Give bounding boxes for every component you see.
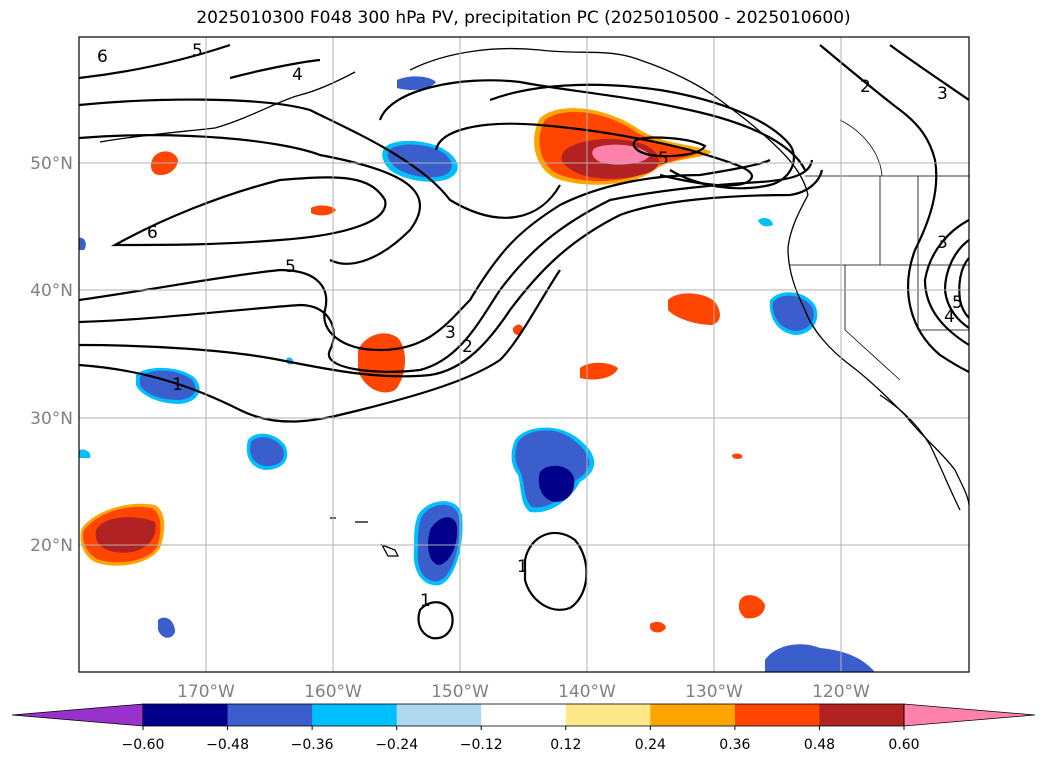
precip-pos-area: [650, 621, 666, 633]
precip-pos-area: [732, 453, 743, 459]
contour-label: 3: [937, 84, 948, 104]
map-title: 2025010300 F048 300 hPa PV, precipitatio…: [196, 8, 851, 28]
precip-pos-area: [95, 517, 156, 553]
precip-pos-area: [668, 293, 720, 325]
lon-labels: 170°W 160°W 150°W 140°W 130°W 120°W: [177, 682, 870, 702]
colorbar-tick-label: −0.48: [206, 737, 249, 753]
lon-label: 160°W: [304, 682, 362, 702]
contour-label: 5: [192, 41, 203, 61]
lon-label: 120°W: [812, 682, 870, 702]
precip-shading: [79, 76, 875, 672]
contour-label: 2: [860, 77, 871, 97]
contour-label: 3: [445, 323, 456, 343]
colorbar-tick-label: −0.36: [291, 737, 334, 753]
lat-label: 20°N: [30, 536, 73, 556]
colorbar-segment: [143, 704, 229, 726]
precip-neg-area: [772, 295, 814, 331]
contour-label: 5: [285, 257, 296, 277]
precip-pos-area: [358, 333, 406, 393]
contour-label: 6: [147, 223, 158, 243]
colorbar-tick-label: 0.36: [719, 737, 750, 753]
lat-label: 40°N: [30, 281, 73, 301]
gridlines: [79, 37, 969, 672]
contour-label: 1: [172, 375, 183, 395]
precip-neg-area: [250, 437, 284, 467]
lat-label: 30°N: [30, 409, 73, 429]
contour-label: 1: [517, 557, 528, 577]
colorbar-tick-label: −0.24: [375, 737, 418, 753]
precip-neg-area: [79, 449, 91, 458]
colorbar-segment: [481, 704, 567, 726]
precip-neg-area: [428, 517, 458, 565]
precip-neg-area: [758, 217, 773, 227]
colorbar-segment: [650, 704, 736, 726]
lon-label: 170°W: [177, 682, 235, 702]
lat-label: 50°N: [30, 154, 73, 174]
precip-neg-area: [538, 465, 575, 502]
colorbar-segment: [396, 704, 482, 726]
contour-label: 5: [952, 293, 963, 313]
colorbar-segment: [734, 704, 820, 726]
precip-pos-area: [580, 362, 618, 380]
colorbar-tick-label: −0.60: [122, 737, 165, 753]
colorbar-segment: [227, 704, 313, 726]
lon-label: 150°W: [431, 682, 489, 702]
precip-neg-area: [79, 237, 86, 250]
colorbar-segment: [312, 704, 398, 726]
precip-neg-area: [765, 644, 875, 672]
contour-labels: 6 5 4 6 5 3 2 1 3 2 3 4 5 1 1 5: [97, 41, 963, 611]
precip-neg-area: [397, 76, 436, 90]
colorbar-tick-label: 0.48: [804, 737, 835, 753]
contour-label: 6: [97, 47, 108, 67]
contour-label: 4: [292, 65, 303, 85]
colorbar-extend-max: [903, 703, 1036, 727]
colorbar: −0.60 −0.48 −0.36 −0.24 −0.12 0.12 0.24 0.36 0.4…: [11, 703, 1036, 753]
lon-label: 140°W: [558, 682, 616, 702]
colorbar-tick-label: 0.60: [888, 737, 919, 753]
precip-neg-area: [158, 617, 175, 638]
lat-labels: 50°N 40°N 30°N 20°N: [30, 154, 73, 556]
map-frame: [78, 36, 970, 673]
contour-label: 5: [658, 149, 669, 169]
contour-label: 1: [420, 591, 431, 611]
pv-contours: [79, 43, 969, 640]
colorbar-tick-label: 0.24: [635, 737, 666, 753]
contour-label: 3: [937, 233, 948, 253]
colorbar-segment: [819, 704, 905, 726]
lon-label: 130°W: [685, 682, 743, 702]
precip-pos-area: [311, 205, 336, 216]
colorbar-tick-label: 0.12: [550, 737, 581, 753]
colorbar-segment: [565, 704, 651, 726]
precip-pos-area: [738, 595, 765, 619]
colorbar-tick-label: −0.12: [460, 737, 503, 753]
colorbar-extend-min: [11, 703, 144, 727]
contour-label: 2: [462, 337, 473, 357]
contour-label: 4: [944, 307, 955, 327]
colorbar-frame: [142, 703, 905, 727]
precip-neg-area: [387, 144, 452, 178]
